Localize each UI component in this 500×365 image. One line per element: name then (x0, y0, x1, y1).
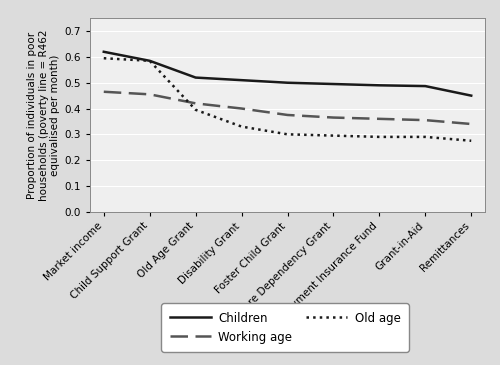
Children (284, 81, 290, 85)
Legend: Children, Working age, Old age: Children, Working age, Old age (162, 303, 408, 352)
Working age (376, 117, 382, 121)
Working age (422, 118, 428, 122)
Working age (146, 92, 152, 96)
Children (376, 83, 382, 88)
Old age (101, 56, 107, 61)
Working age (192, 101, 198, 105)
Working age (284, 113, 290, 117)
Line: Working age: Working age (104, 92, 471, 124)
Children (146, 59, 152, 63)
Children (238, 78, 244, 82)
Old age (468, 139, 474, 143)
Old age (330, 134, 336, 138)
Old age (376, 135, 382, 139)
Working age (330, 115, 336, 120)
Working age (101, 89, 107, 94)
Old age (146, 59, 152, 63)
Children (330, 82, 336, 86)
Y-axis label: Proportion of individuals in poor
households (poverty line = R462
equivalised pe: Proportion of individuals in poor househ… (27, 29, 60, 201)
Old age (192, 108, 198, 112)
Children (192, 76, 198, 80)
Old age (422, 135, 428, 139)
Working age (238, 106, 244, 111)
Old age (284, 132, 290, 137)
Children (422, 84, 428, 88)
Children (101, 50, 107, 54)
Line: Old age: Old age (104, 58, 471, 141)
Children (468, 93, 474, 98)
Working age (468, 122, 474, 126)
Old age (238, 124, 244, 129)
Line: Children: Children (104, 52, 471, 96)
